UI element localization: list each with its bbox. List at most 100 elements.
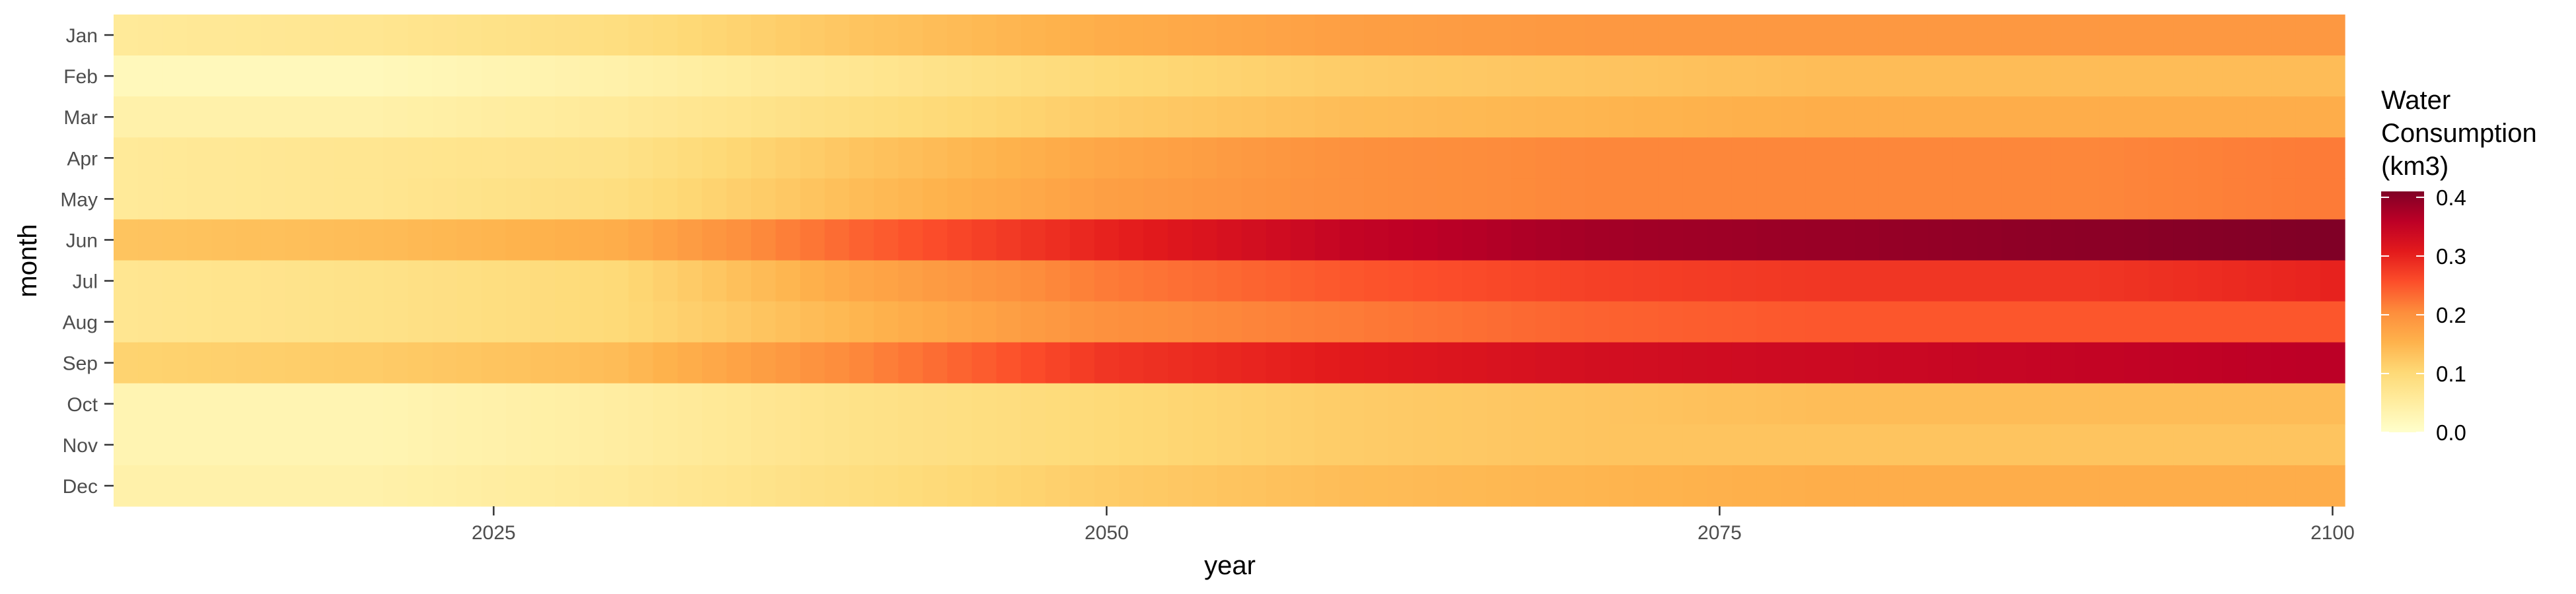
- heatmap-cell: [1977, 137, 2002, 179]
- heatmap-cell: [1830, 383, 1855, 425]
- heatmap-cell: [972, 342, 997, 384]
- heatmap-cell: [211, 383, 237, 425]
- heatmap-cell: [408, 260, 433, 302]
- heatmap-cell: [1585, 15, 1610, 56]
- heatmap-cell: [800, 301, 826, 343]
- heatmap-cell: [1290, 219, 1316, 261]
- heatmap-cell: [1878, 137, 1904, 179]
- heatmap-cell: [1633, 55, 1659, 97]
- heatmap-cell: [2271, 15, 2297, 56]
- heatmap-cell: [849, 137, 875, 179]
- heatmap-cell: [800, 15, 826, 56]
- heatmap-cell: [677, 424, 703, 466]
- heatmap-cell: [2075, 96, 2100, 138]
- heatmap-cell: [1756, 55, 1781, 97]
- heatmap-cell: [653, 383, 678, 425]
- heatmap-cell: [922, 383, 948, 425]
- heatmap-cell: [1511, 301, 1536, 343]
- heatmap-cell: [383, 137, 409, 179]
- heatmap-cell: [1927, 96, 1953, 138]
- heatmap-cell: [408, 96, 433, 138]
- heatmap-cell: [1952, 260, 1978, 302]
- heatmap-cell: [1927, 219, 1953, 261]
- heatmap-cell: [1241, 178, 1267, 220]
- heatmap-cell: [1805, 301, 1831, 343]
- heatmap-cell: [530, 301, 555, 343]
- heatmap-cell: [2099, 55, 2125, 97]
- heatmap-cell: [2271, 424, 2297, 466]
- heatmap-cell: [1364, 55, 1389, 97]
- heatmap-cell: [727, 219, 752, 261]
- heatmap-cell: [1266, 219, 1291, 261]
- heatmap-cell: [1217, 55, 1242, 97]
- heatmap-cell: [1682, 260, 1708, 302]
- heatmap-cell: [2124, 424, 2149, 466]
- x-tick-label: 2075: [1698, 522, 1742, 544]
- heatmap-cell: [1707, 342, 1733, 384]
- heatmap-cell: [309, 342, 335, 384]
- heatmap-cell: [1903, 260, 1929, 302]
- heatmap-cell: [1878, 342, 1904, 384]
- heatmap-cell: [285, 260, 310, 302]
- heatmap-cell: [1168, 260, 1193, 302]
- heatmap-cell: [1168, 219, 1193, 261]
- heatmap-cell: [1241, 424, 1267, 466]
- heatmap-cell: [1217, 383, 1242, 425]
- heatmap-cell: [1486, 424, 1512, 466]
- heatmap-cell: [1045, 342, 1071, 384]
- heatmap-cell: [701, 260, 727, 302]
- heatmap-cell: [1609, 219, 1635, 261]
- heatmap-cell: [1045, 178, 1071, 220]
- heatmap-cell: [2001, 178, 2027, 220]
- heatmap-cell: [2246, 301, 2272, 343]
- heatmap-cell: [1633, 465, 1659, 507]
- heatmap-cell: [114, 424, 139, 466]
- heatmap-cell: [1878, 219, 1904, 261]
- heatmap-cell: [972, 96, 997, 138]
- heatmap-cell: [1805, 55, 1831, 97]
- heatmap-cell: [1413, 219, 1439, 261]
- heatmap-cell: [1977, 15, 2002, 56]
- heatmap-cell: [1511, 342, 1536, 384]
- heatmap-cell: [2222, 342, 2248, 384]
- heatmap-cell: [2124, 301, 2149, 343]
- heatmap-cell: [2149, 15, 2174, 56]
- heatmap-cell: [947, 219, 972, 261]
- heatmap-cell: [1731, 424, 1757, 466]
- heatmap-cell: [1437, 219, 1463, 261]
- heatmap-cell: [505, 178, 531, 220]
- heatmap-cell: [1462, 260, 1487, 302]
- heatmap-cell: [505, 55, 531, 97]
- heatmap-cell: [2246, 260, 2272, 302]
- heatmap-cell: [408, 137, 433, 179]
- heatmap-cell: [849, 178, 875, 220]
- heatmap-cell: [2246, 137, 2272, 179]
- heatmap-cell: [1560, 342, 1585, 384]
- heatmap-cell: [383, 219, 409, 261]
- heatmap-cell: [1388, 15, 1414, 56]
- heatmap-cell: [1977, 55, 2002, 97]
- heatmap-cell: [187, 137, 213, 179]
- heatmap-cell: [898, 137, 923, 179]
- heatmap-cell: [947, 178, 972, 220]
- heatmap-cell: [1756, 219, 1781, 261]
- heatmap-cell: [628, 55, 654, 97]
- heatmap-cell: [138, 301, 163, 343]
- heatmap-cell: [727, 424, 752, 466]
- heatmap-cell: [1290, 55, 1316, 97]
- heatmap-cell: [236, 301, 262, 343]
- heatmap-cell: [1927, 383, 1953, 425]
- heatmap-cell: [2026, 137, 2052, 179]
- heatmap-cell: [1511, 465, 1536, 507]
- heatmap-cell: [579, 178, 605, 220]
- heatmap-cell: [2295, 15, 2321, 56]
- heatmap-cell: [579, 301, 605, 343]
- heatmap-cell: [2050, 219, 2076, 261]
- heatmap-cell: [2149, 342, 2174, 384]
- heatmap-cell: [1290, 178, 1316, 220]
- heatmap-cell: [1805, 178, 1831, 220]
- heatmap-cell: [677, 219, 703, 261]
- heatmap-cell: [505, 96, 531, 138]
- heatmap-cell: [211, 96, 237, 138]
- heatmap-cell: [653, 219, 678, 261]
